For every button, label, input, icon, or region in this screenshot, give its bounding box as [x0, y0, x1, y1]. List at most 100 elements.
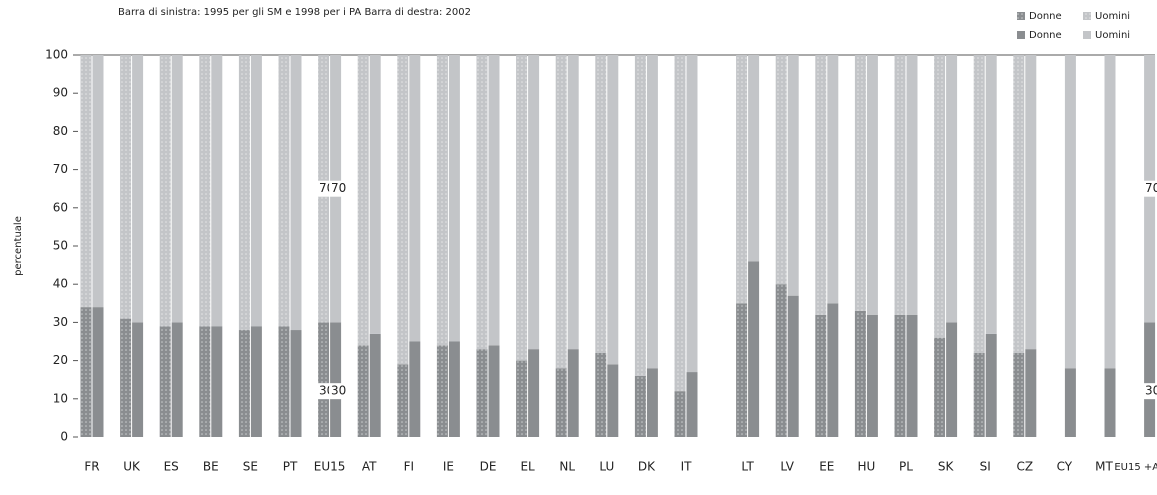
x-tick-label: IE — [443, 460, 454, 474]
x-tick-label: FI — [404, 460, 414, 474]
bar-segment — [488, 55, 500, 346]
label-bg — [1143, 180, 1157, 197]
bar-segment — [1064, 368, 1076, 437]
bar-pattern — [934, 337, 946, 437]
bar-pattern — [159, 55, 171, 327]
bar-segment — [1025, 55, 1037, 350]
bar-segment — [132, 55, 144, 323]
x-tick-label: DK — [638, 460, 656, 474]
bar-segment — [1064, 55, 1076, 369]
bar-pattern — [1013, 55, 1025, 353]
y-tick-label: 50 — [53, 239, 68, 253]
bar-segment — [866, 314, 878, 437]
bar-segment — [409, 341, 421, 437]
value-label: 70 — [331, 181, 346, 195]
y-tick-label: 40 — [53, 277, 68, 291]
y-tick-label: 100 — [45, 48, 68, 62]
legend-swatch — [1017, 31, 1025, 39]
bar-pattern — [634, 375, 646, 437]
bar-pattern — [815, 314, 827, 437]
bar-segment — [607, 364, 619, 437]
bar-segment — [686, 55, 698, 373]
bar-segment — [330, 322, 342, 437]
value-label: 30 — [1145, 384, 1157, 398]
bar-segment — [1104, 368, 1116, 437]
y-tick-label: 70 — [53, 162, 68, 176]
bar-pattern — [854, 55, 866, 311]
bar-pattern — [634, 55, 646, 376]
legend-label: Uomini — [1095, 30, 1130, 41]
x-tick-label: SI — [980, 460, 991, 474]
bar-pattern — [973, 352, 985, 437]
x-tick-label: EU15 +ACC — [1114, 462, 1157, 473]
bar-segment — [646, 368, 658, 437]
bar-pattern — [736, 303, 748, 437]
bar-pattern — [199, 55, 211, 327]
x-tick-label: LV — [780, 460, 794, 474]
bar-segment — [92, 307, 104, 437]
bar-pattern — [476, 349, 488, 437]
bar-pattern — [934, 55, 946, 338]
bar-segment — [946, 55, 958, 323]
bar-segment — [92, 55, 104, 308]
bar-pattern — [595, 55, 607, 353]
legend-label: Donne — [1029, 30, 1062, 41]
value-label: 70 — [1145, 181, 1157, 195]
bar-segment — [290, 55, 302, 331]
bar-pattern — [397, 55, 409, 365]
y-tick-label: 10 — [53, 391, 68, 405]
bar-segment — [290, 330, 302, 437]
bar-segment — [171, 55, 183, 323]
legend-pattern — [1083, 12, 1091, 20]
x-tick-label: EL — [520, 460, 535, 474]
bar-segment — [866, 55, 878, 315]
x-tick-label: LU — [599, 460, 614, 474]
bar-pattern — [120, 318, 132, 437]
bar-pattern — [674, 391, 686, 437]
bar-segment — [132, 322, 144, 437]
x-tick-label: LT — [741, 460, 754, 474]
bar-pattern — [436, 345, 448, 437]
bar-pattern — [397, 364, 409, 437]
label-bg — [1143, 383, 1157, 400]
x-tick-label: EE — [819, 460, 834, 474]
bar-segment — [409, 55, 421, 342]
legend-label: Donne — [1029, 11, 1062, 22]
bar-pattern — [595, 352, 607, 437]
bar-segment — [1104, 55, 1116, 369]
x-tick-label: ES — [164, 460, 179, 474]
bar-pattern — [555, 368, 567, 437]
y-tick-label: 20 — [53, 353, 68, 367]
x-tick-label: FR — [84, 460, 99, 474]
x-tick-label: AT — [362, 460, 377, 474]
bar-pattern — [815, 55, 827, 315]
legend-label: Uomini — [1095, 11, 1130, 22]
bar-segment — [567, 55, 579, 350]
label-bg — [329, 180, 349, 197]
bar-segment — [787, 295, 799, 437]
x-tick-label: PT — [283, 460, 298, 474]
bar-pattern — [120, 55, 132, 319]
bar-pattern — [894, 55, 906, 315]
bar-pattern — [278, 55, 290, 327]
bar-pattern — [775, 55, 787, 285]
bar-segment — [827, 303, 839, 437]
y-tick-label: 0 — [60, 430, 68, 444]
bar-pattern — [436, 55, 448, 346]
bar-segment — [488, 345, 500, 437]
x-tick-label: EU15 — [314, 460, 346, 474]
bar-segment — [567, 349, 579, 437]
label-bg — [329, 383, 349, 400]
bar-pattern — [238, 330, 250, 437]
y-tick-label: 60 — [53, 200, 68, 214]
bar-segment — [171, 322, 183, 437]
bar-pattern — [516, 360, 528, 437]
bar-pattern — [278, 326, 290, 437]
bar-segment — [211, 326, 223, 437]
bar-segment — [607, 55, 619, 365]
bar-segment — [946, 322, 958, 437]
x-tick-label: UK — [123, 460, 141, 474]
x-tick-label: NL — [559, 460, 575, 474]
bar-segment — [1144, 322, 1156, 437]
